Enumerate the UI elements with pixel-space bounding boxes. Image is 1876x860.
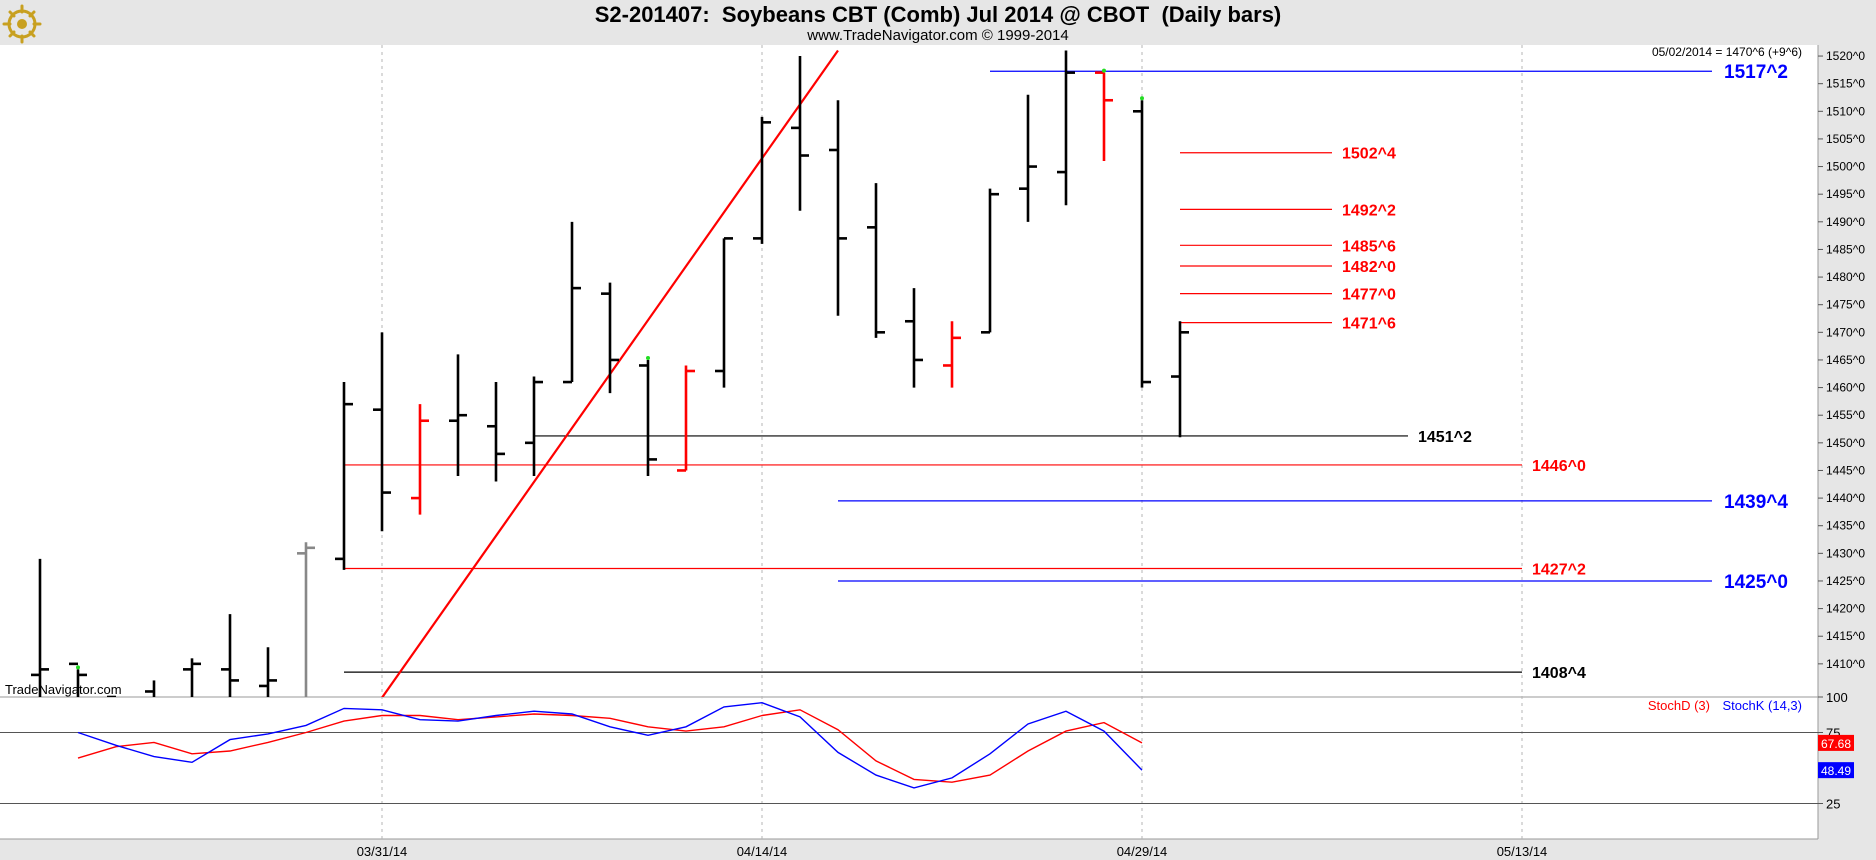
ohlc-bar [1095, 68, 1113, 162]
ohlc-bar [335, 382, 353, 570]
ohlc-bar [525, 376, 543, 476]
ohlc-bar [411, 404, 429, 515]
ohlc-bar [297, 542, 315, 697]
price-tick-label: 1430^0 [1826, 546, 1865, 560]
level-label: 1425^0 [1724, 572, 1788, 593]
axes-layer: 03/31/14 04/14/14 04/29/14 05/13/14 1410^0 14… [357, 49, 1866, 859]
stochastic-layer: StochD (3) StochK (14,3) [0, 698, 1818, 804]
price-tick-label: 1460^0 [1826, 381, 1865, 395]
price-tick-label: 1505^0 [1826, 132, 1865, 146]
ohlc-bar [639, 355, 657, 476]
level-label: 1451^2 [1418, 429, 1472, 446]
value-badge [1818, 734, 1854, 751]
level-label: 1408^4 [1532, 665, 1586, 682]
ohlc-bar [1057, 50, 1075, 206]
ohlc-bar [791, 56, 809, 211]
ohlc-bar [373, 332, 391, 532]
watermark: TradeNavigator.com [5, 682, 122, 697]
price-tick-label: 1445^0 [1826, 463, 1865, 477]
ohlc-bar [221, 614, 239, 697]
ohlc-bar [1019, 94, 1037, 222]
stochastic-pane [0, 697, 1818, 839]
trendline-layer [381, 49, 839, 697]
trade-navigator-logo-icon [2, 4, 42, 44]
ohlc-bar [753, 116, 771, 244]
price-tick-label: 1410^0 [1826, 657, 1865, 671]
price-tick-label: 1455^0 [1826, 408, 1865, 422]
price-tick-label: 1510^0 [1826, 104, 1865, 118]
ohlc-bar [31, 558, 49, 697]
stoch-tick-label: 25 [1826, 797, 1840, 812]
signal-dot [1140, 96, 1144, 101]
value-badge [1818, 762, 1854, 779]
signal-dot [76, 665, 80, 670]
ohlc-bar [981, 188, 999, 334]
level-label: 1439^4 [1724, 492, 1788, 513]
date-tick-label: 04/14/14 [737, 844, 788, 859]
signal-dot [1102, 68, 1106, 73]
level-label: 1471^6 [1342, 316, 1396, 333]
price-tick-label: 1465^0 [1826, 353, 1865, 367]
price-bars-layer [31, 50, 1189, 697]
price-tick-label: 1425^0 [1826, 574, 1865, 588]
level-label: 1502^4 [1342, 146, 1396, 163]
price-tick-label: 1450^0 [1826, 436, 1865, 450]
ohlc-bar [449, 354, 467, 476]
level-lines-layer: 1517^2 1502^4 1492^2 1485^6 1482^0 1477^0 1471… [344, 62, 1788, 682]
price-tick-label: 1500^0 [1826, 160, 1865, 174]
value-badge-label: 48.49 [1821, 764, 1851, 778]
chart-subtitle: www.TradeNavigator.com © 1999-2014 [807, 27, 1069, 44]
ohlc-bar [563, 221, 581, 384]
ohlc-bar [1171, 321, 1189, 438]
signal-dot [646, 355, 650, 360]
legend-stoch-d: StochD (3) [1648, 698, 1710, 713]
price-tick-label: 1490^0 [1826, 215, 1865, 229]
price-tick-label: 1435^0 [1826, 519, 1865, 533]
price-tick-label: 1515^0 [1826, 77, 1865, 91]
ohlc-bar [487, 382, 505, 482]
price-tick-label: 1470^0 [1826, 325, 1865, 339]
ohlc-bar [943, 321, 961, 388]
ohlc-bar [601, 282, 619, 394]
stoch-k-line [77, 701, 1143, 789]
level-label: 1492^2 [1342, 202, 1396, 219]
level-label: 1427^2 [1532, 562, 1586, 579]
ohlc-bar [183, 658, 201, 697]
price-tick-label: 1440^0 [1826, 491, 1865, 505]
ohlc-bar [69, 662, 87, 697]
price-tick-label: 1495^0 [1826, 187, 1865, 201]
price-tick-label: 1520^0 [1826, 49, 1865, 63]
price-tick-label: 1480^0 [1826, 270, 1865, 284]
date-tick-label: 05/13/14 [1497, 844, 1548, 859]
level-label: 1485^6 [1342, 238, 1396, 255]
price-readout: 05/02/2014 = 1470^6 (+9^6) [1652, 45, 1802, 59]
ohlc-bar [145, 680, 156, 697]
stoch-d-line [77, 709, 1143, 783]
price-tick-label: 1415^0 [1826, 629, 1865, 643]
ohlc-bar [829, 100, 847, 316]
legend-stoch-k: StochK (14,3) [1723, 698, 1803, 713]
date-tick-label: 03/31/14 [357, 844, 408, 859]
level-label: 1482^0 [1342, 259, 1396, 276]
value-badge-label: 67.68 [1821, 737, 1851, 751]
ohlc-bar [715, 237, 733, 388]
level-label: 1446^0 [1532, 458, 1586, 475]
level-label: 1477^0 [1342, 287, 1396, 304]
ohlc-bar [677, 365, 695, 472]
price-pane [0, 45, 1818, 697]
price-tick-label: 1475^0 [1826, 298, 1865, 312]
level-label: 1517^2 [1724, 62, 1788, 83]
ohlc-bar [905, 288, 923, 388]
price-tick-label: 1420^0 [1826, 602, 1865, 616]
trendline [381, 49, 839, 697]
price-tick-label: 1485^0 [1826, 242, 1865, 256]
chart-title: S2-201407: Soybeans CBT (Comb) Jul 2014 … [594, 2, 1282, 27]
stoch-tick-label: 100 [1826, 690, 1848, 705]
ohlc-bar [1133, 96, 1151, 388]
ohlc-bar [867, 183, 885, 338]
date-tick-label: 04/29/14 [1117, 844, 1168, 859]
ohlc-bar [259, 647, 277, 697]
